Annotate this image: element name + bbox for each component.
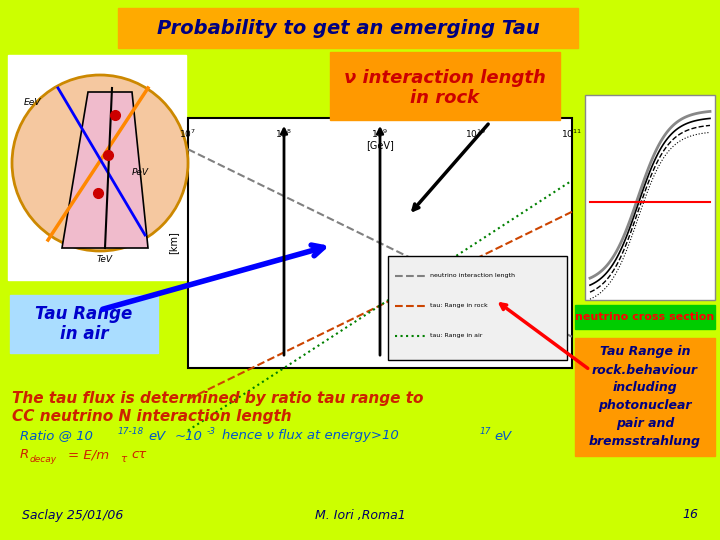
Text: Tau Range
in air: Tau Range in air xyxy=(35,305,132,343)
Text: = E/m: = E/m xyxy=(68,449,109,462)
Text: CC neutrino N interaction length: CC neutrino N interaction length xyxy=(12,408,292,423)
Text: τ: τ xyxy=(120,454,126,464)
Text: PeV: PeV xyxy=(132,168,148,177)
Text: [GeV]: [GeV] xyxy=(366,140,394,150)
Text: $10^{10}$: $10^{10}$ xyxy=(465,128,487,140)
Text: decay: decay xyxy=(30,456,57,464)
Text: neutrino interaction length: neutrino interaction length xyxy=(430,273,515,279)
Text: Ratio @ 10: Ratio @ 10 xyxy=(20,429,93,442)
Text: tau: Range in air: tau: Range in air xyxy=(430,334,482,339)
Text: $E_\nu$ [GeV]: $E_\nu$ [GeV] xyxy=(631,314,668,327)
Text: The tau flux is determined by ratio tau range to: The tau flux is determined by ratio tau … xyxy=(12,390,423,406)
FancyBboxPatch shape xyxy=(10,295,158,353)
Text: 17-18: 17-18 xyxy=(118,427,144,435)
FancyBboxPatch shape xyxy=(388,256,567,360)
FancyBboxPatch shape xyxy=(118,8,578,48)
Text: ν interaction length
in rock: ν interaction length in rock xyxy=(344,69,546,107)
Text: -3: -3 xyxy=(207,427,216,435)
Text: Probability to get an emerging Tau: Probability to get an emerging Tau xyxy=(157,19,539,38)
Polygon shape xyxy=(62,92,148,248)
Text: TeV: TeV xyxy=(97,255,113,264)
Text: tau: Range in rock: tau: Range in rock xyxy=(430,303,487,308)
FancyBboxPatch shape xyxy=(188,118,572,368)
Text: Tau Range in
rock.behaviour
including
photonuclear
pair and
bremsstrahlung: Tau Range in rock.behaviour including ph… xyxy=(589,346,701,449)
Text: $10^{11}$: $10^{11}$ xyxy=(562,128,582,140)
Text: M. Iori ,Roma1: M. Iori ,Roma1 xyxy=(315,509,405,522)
Circle shape xyxy=(12,75,188,251)
Text: [km]: [km] xyxy=(168,232,178,254)
Text: eV: eV xyxy=(148,429,166,442)
FancyBboxPatch shape xyxy=(575,305,715,329)
FancyBboxPatch shape xyxy=(330,52,560,120)
Text: ~10: ~10 xyxy=(175,429,203,442)
FancyBboxPatch shape xyxy=(8,55,186,280)
Text: R: R xyxy=(20,449,30,462)
FancyBboxPatch shape xyxy=(585,95,715,300)
Text: neutrino cross section: neutrino cross section xyxy=(575,312,715,322)
Text: $10^7$: $10^7$ xyxy=(179,128,197,140)
Text: $10^8$: $10^8$ xyxy=(276,128,292,140)
Text: EeV: EeV xyxy=(23,98,41,107)
Text: 17: 17 xyxy=(480,427,492,435)
Text: 16: 16 xyxy=(682,509,698,522)
Text: cτ: cτ xyxy=(131,449,146,462)
Text: $10^9$: $10^9$ xyxy=(372,128,389,140)
Text: Saclay 25/01/06: Saclay 25/01/06 xyxy=(22,509,123,522)
FancyBboxPatch shape xyxy=(575,338,715,456)
Text: hence ν flux at energy>10: hence ν flux at energy>10 xyxy=(222,429,399,442)
Text: eV: eV xyxy=(494,429,511,442)
